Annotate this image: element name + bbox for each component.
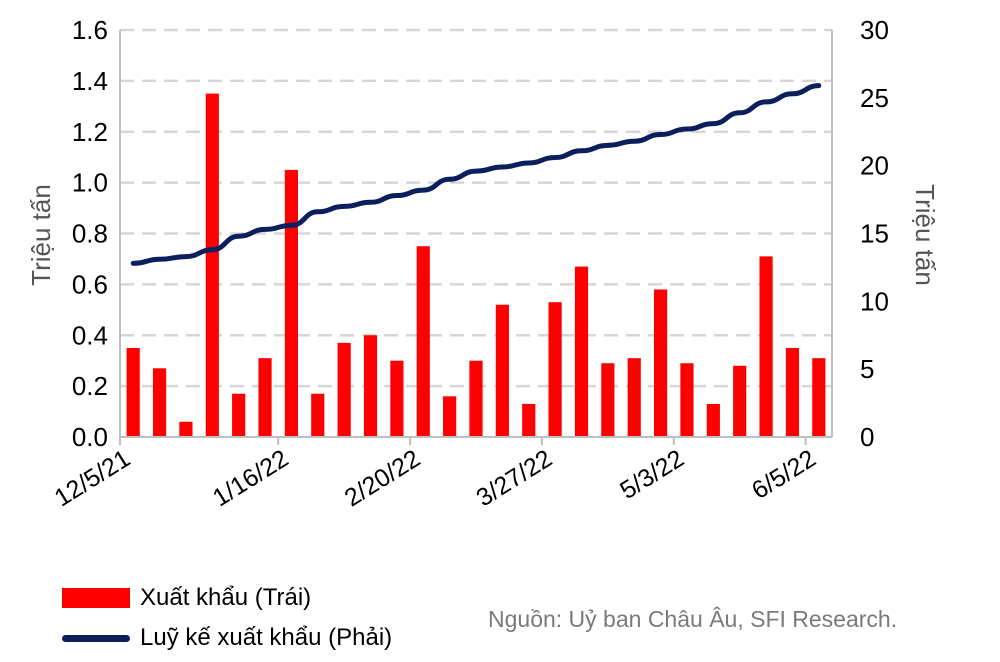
- y-right-tick-label: 0: [860, 422, 874, 452]
- cumulative-line-path: [130, 83, 822, 266]
- legend-item-cumulative: Luỹ kế xuất khẩu (Phải): [62, 620, 392, 656]
- export-bar: [363, 335, 378, 437]
- legend: Xuất khẩu (Trái) Luỹ kế xuất khẩu (Phải): [62, 580, 392, 660]
- export-bar: [812, 358, 826, 437]
- x-tick-label: 2/20/22: [340, 444, 426, 512]
- export-bar: [258, 358, 272, 437]
- x-tick-label: 5/3/22: [615, 444, 689, 505]
- combo-chart: 0.0 0.2 0.4 0.6 0.8 1.0 1.2 1.4 1.6 0 5 10 15 20 25 30 1…: [26, 15, 940, 512]
- export-bar: [205, 93, 219, 437]
- export-bar: [495, 304, 509, 437]
- cumulative-line: [130, 83, 822, 266]
- export-bar: [680, 363, 694, 437]
- y-right-tick-label: 15: [860, 219, 889, 249]
- y-left-tick-label: 0.6: [72, 269, 108, 299]
- export-bar: [179, 421, 193, 437]
- export-bar: [416, 246, 430, 437]
- export-bar: [522, 403, 536, 437]
- gridlines: [120, 28, 832, 388]
- export-bar: [706, 403, 720, 437]
- export-bar: [311, 393, 325, 437]
- y-left-axis-title: Triệu tấn: [26, 184, 56, 286]
- axes: [119, 30, 833, 445]
- export-bar: [548, 302, 562, 437]
- y-left-tick-label: 1.6: [72, 15, 108, 45]
- legend-label-exports: Xuất khẩu (Trái): [140, 584, 312, 611]
- y-left-tick-label: 0.4: [72, 320, 108, 350]
- export-bar: [654, 289, 668, 437]
- y-left-tick-label: 0.0: [72, 422, 108, 452]
- legend-line-swatch: [62, 634, 130, 642]
- x-tick-label: 1/16/22: [208, 444, 294, 512]
- y-left-tick-label: 1.2: [72, 117, 108, 147]
- export-bar: [627, 358, 641, 437]
- export-bar: [574, 266, 589, 437]
- y-right-tick-label: 25: [860, 83, 889, 113]
- legend-bar-swatch: [62, 588, 130, 608]
- export-bar: [390, 360, 404, 437]
- x-tick-label: 6/5/22: [747, 444, 821, 505]
- y-right-tick-label: 5: [860, 354, 874, 384]
- export-bar: [126, 347, 140, 437]
- y-right-tick-label: 30: [860, 15, 889, 45]
- x-tick-label: 12/5/21: [50, 444, 136, 512]
- legend-item-exports: Xuất khẩu (Trái): [62, 580, 392, 616]
- y-right-axis-title: Triệu tấn: [910, 184, 940, 286]
- y-left-tick-label: 1.4: [72, 66, 108, 96]
- y-right-tick-label: 20: [860, 151, 889, 181]
- export-bar: [733, 365, 747, 437]
- export-bar: [785, 347, 800, 437]
- y-left-tick-label: 0.2: [72, 371, 108, 401]
- x-tick-label: 3/27/22: [472, 444, 558, 512]
- export-bar: [601, 363, 615, 437]
- legend-label-cumulative: Luỹ kế xuất khẩu (Phải): [140, 624, 393, 651]
- export-bar: [152, 368, 167, 437]
- y-right-tick-label: 10: [860, 286, 889, 316]
- export-bars: [126, 93, 826, 437]
- export-bar: [469, 360, 483, 437]
- export-bar: [759, 256, 773, 437]
- export-bar: [284, 169, 298, 437]
- y-left-tick-label: 1.0: [72, 168, 108, 198]
- y-left-tick-label: 0.8: [72, 219, 108, 249]
- export-bar: [337, 342, 351, 437]
- export-bar: [232, 393, 246, 437]
- source-note: Nguồn: Uỷ ban Châu Âu, SFI Research.: [488, 606, 898, 632]
- export-bar: [443, 396, 457, 437]
